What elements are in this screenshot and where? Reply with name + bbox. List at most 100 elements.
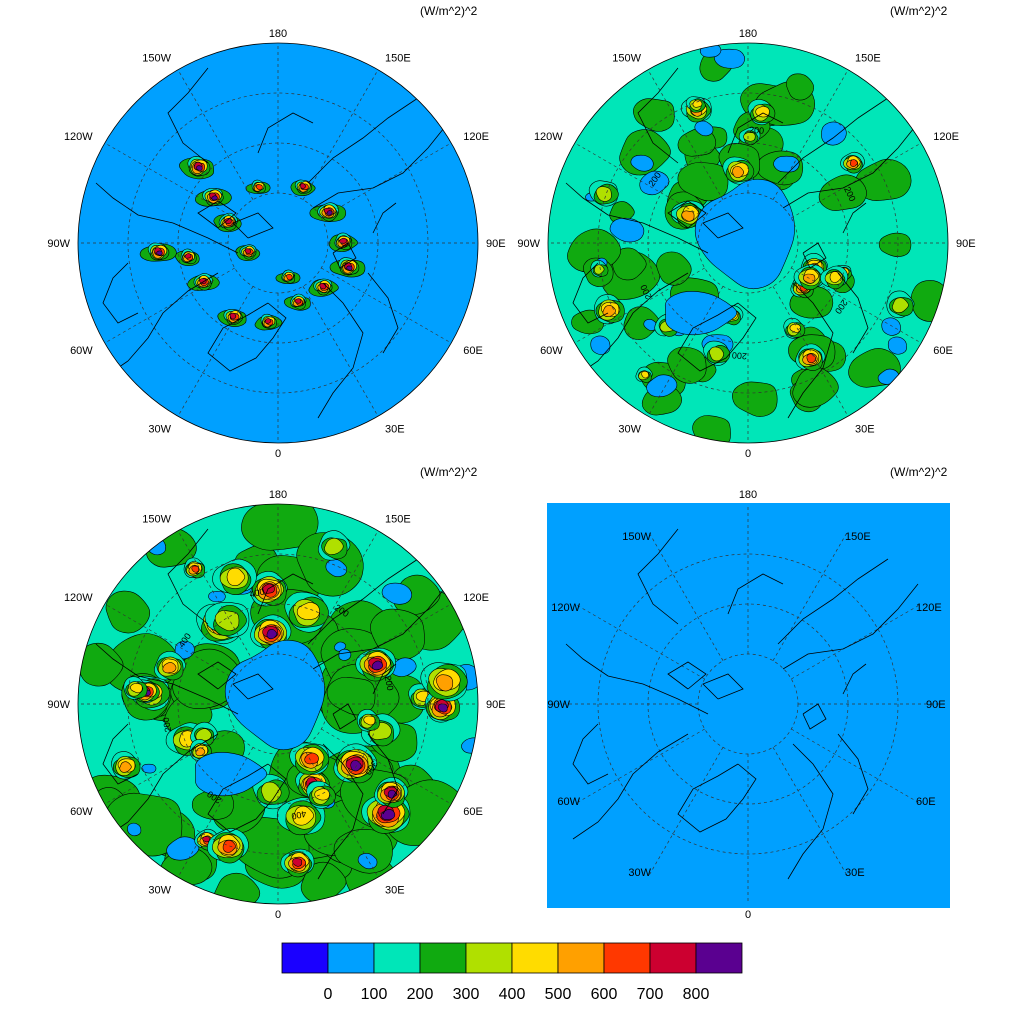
contour-hotspot (692, 99, 703, 108)
colorbar-label: 700 (637, 986, 664, 1003)
longitude-label: 60E (463, 345, 483, 357)
contour-region (325, 559, 348, 578)
meridian-line (177, 69, 254, 200)
longitude-label: 30W (628, 867, 651, 879)
graticule (548, 43, 948, 443)
coastline (727, 112, 784, 154)
contour-hotspot (296, 602, 320, 620)
map-border (77, 503, 479, 905)
longitude-labels: 180 150E 120E 90E 60E 30E 0 30W 60W 90W 120W 150W (47, 489, 505, 921)
contour-hotspot (191, 565, 199, 573)
contour-hotspot (829, 271, 842, 283)
coastline (197, 200, 237, 229)
contour-hotspot (371, 660, 384, 671)
coastline (802, 242, 827, 269)
map-background (78, 43, 478, 443)
contour-region (881, 317, 901, 336)
contour-hotspot (130, 683, 143, 694)
contour-hotspot (292, 805, 314, 826)
longitude-label: 0 (275, 448, 281, 460)
coastline (777, 558, 889, 645)
longitude-label: 30E (385, 884, 405, 896)
meridian-line (791, 267, 922, 344)
map-border (547, 42, 949, 444)
coastline (102, 733, 219, 840)
meridian-line (574, 728, 705, 805)
longitude-label: 150E (385, 514, 411, 526)
coastline (637, 528, 679, 625)
coastline (332, 703, 357, 730)
longitude-label: 150W (612, 53, 641, 65)
longitude-label: 60E (463, 806, 483, 818)
coastline (782, 122, 919, 209)
polar-cap (224, 640, 325, 751)
meridian-line (302, 286, 379, 417)
latitude-circle (597, 553, 899, 855)
contour-hotspot (294, 298, 302, 304)
longitude-label: 150E (855, 53, 881, 65)
colorbar-swatch (281, 942, 329, 974)
contour-hotspot (641, 370, 649, 379)
colorbar-swatch (419, 942, 467, 974)
meridian-line (647, 69, 724, 200)
latitude-circle (597, 92, 899, 394)
colorbar-swatch (511, 942, 559, 974)
coastline (232, 212, 274, 239)
meridian-line (791, 603, 922, 680)
contour-hotspot (162, 662, 177, 674)
contour-region (612, 247, 647, 281)
meridian-line (772, 69, 849, 200)
colorbar-swatch (465, 942, 513, 974)
contour-region (105, 590, 151, 634)
coastlines (95, 67, 449, 419)
longitude-label: 150W (142, 53, 171, 65)
meridian-line (104, 603, 235, 680)
map-panel-1: 180 150E 120E 90E 60E 30E 0 30W 60W 90W 120W 150W (W… (47, 4, 505, 460)
coastline (312, 583, 449, 670)
contour-region (694, 120, 714, 137)
longitude-label: 90W (47, 238, 70, 250)
units-label: (W/m^2)^2 (420, 465, 478, 479)
coastline (307, 558, 419, 645)
units-label: (W/m^2)^2 (420, 4, 478, 18)
colorbar-label: 600 (591, 986, 618, 1003)
contour-region (326, 676, 376, 716)
colorbar-swatch (649, 942, 697, 974)
contour-label: 400 (291, 809, 308, 822)
contour-hotspot (594, 264, 605, 275)
graticule (78, 43, 478, 443)
longitude-labels: 180 150E 120E 90E 60E 30E 0 30W 60W 90W 120W 150W (547, 489, 945, 921)
contour-region (300, 861, 347, 903)
longitude-label: 120W (64, 131, 93, 143)
longitude-label: 120E (916, 602, 942, 614)
coastline (782, 583, 919, 670)
contour-region (338, 648, 352, 661)
map-panel-2: 200200200200200200180150E120E90E60E30E03… (517, 4, 975, 460)
contour-region (639, 170, 670, 196)
longitude-labels: 180 150E 120E 90E 60E 30E 0 30W 60W 90W 120W 150W (47, 28, 505, 460)
coastline (787, 743, 834, 880)
longitude-label: 90W (47, 699, 70, 711)
colorbar-label: 800 (683, 986, 710, 1003)
contour-hotspot (346, 265, 353, 271)
colorbar-swatch (327, 942, 375, 974)
contour-region (785, 73, 815, 101)
longitude-label: 180 (269, 489, 287, 501)
contour-region (590, 335, 611, 355)
contour-region (166, 836, 200, 861)
coastline (667, 661, 707, 690)
meridian-line (302, 530, 379, 661)
longitude-label: 0 (745, 448, 751, 460)
coastline (167, 528, 209, 625)
coastline (317, 743, 364, 880)
meridian-line (772, 530, 849, 661)
contour-region (630, 154, 654, 172)
meridian-line (321, 267, 452, 344)
coastline (837, 272, 869, 354)
longitude-label: 150W (622, 531, 651, 543)
longitude-label: 90E (486, 238, 506, 250)
contour-region (878, 232, 912, 257)
coastlines (565, 67, 919, 419)
